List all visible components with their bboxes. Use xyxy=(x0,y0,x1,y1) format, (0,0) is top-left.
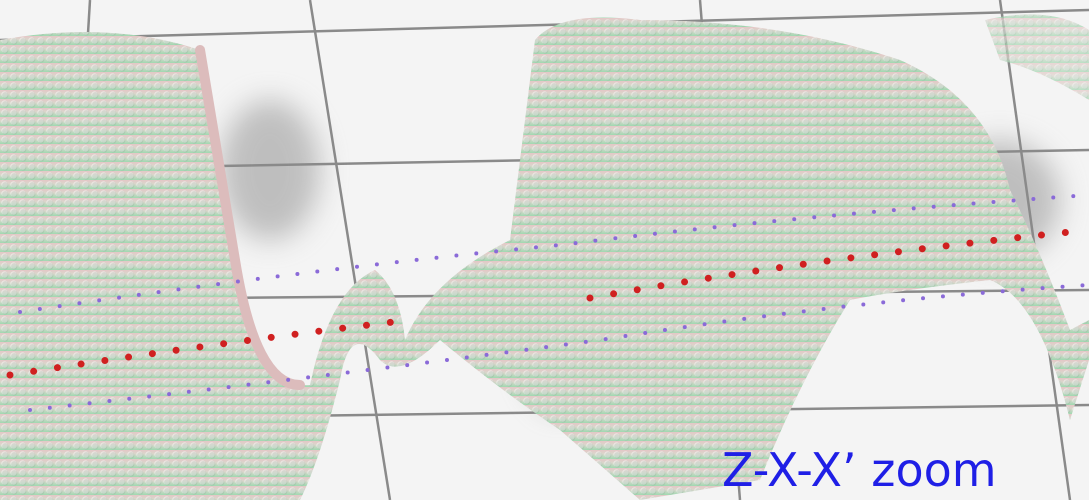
caption: Z-X-X’ zoom xyxy=(722,443,997,497)
point-cloud-surface xyxy=(0,14,1089,500)
sample-lines xyxy=(6,193,1089,412)
